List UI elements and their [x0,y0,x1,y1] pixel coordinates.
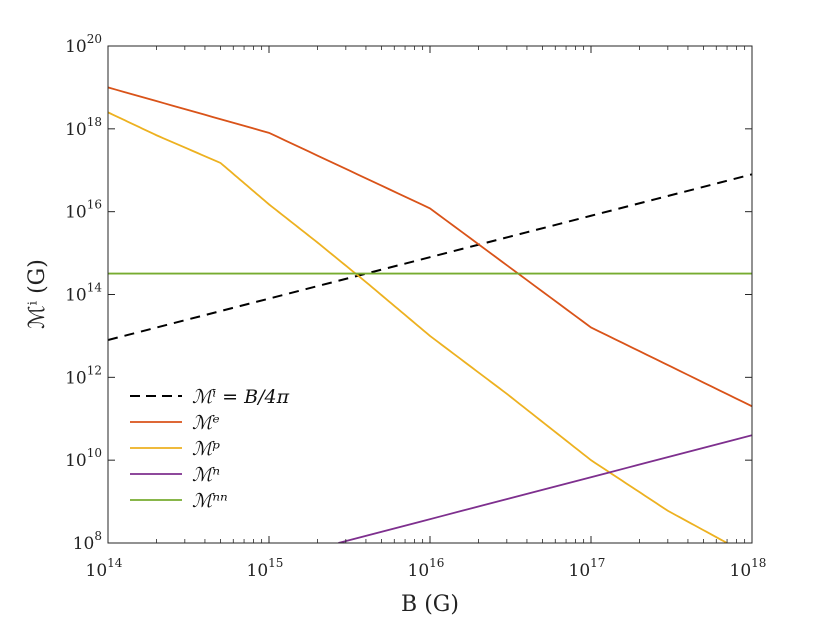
y-tick-label: 1016 [65,198,102,223]
x-tick-label: 1017 [569,556,606,581]
legend: ℳⁱ = B/4π ℳᵉ ℳᵖ ℳⁿ ℳⁿⁿ [130,386,290,512]
x-tick-label: 1014 [86,556,123,581]
series-layer [108,86,752,543]
series-line-2 [108,111,728,543]
legend-label-0: ℳⁱ = B/4π [192,386,290,408]
legend-label-4: ℳⁿⁿ [192,490,228,512]
y-tick-label: 1020 [65,32,102,57]
tick-layer: 1014 1015 1016 1017 1018 108 1010 1012 1014 1016 1… [65,32,766,581]
y-axis-label: ℳⁱ (G) [25,259,50,329]
y-tick-label: 108 [73,529,102,554]
y-tick-label: 1012 [65,363,102,388]
y-tick-label: 1010 [65,446,102,471]
legend-label-3: ℳⁿ [192,464,220,486]
x-tick-label: 1016 [408,556,445,581]
legend-label-1: ℳᵉ [192,412,220,434]
series-line-0 [108,173,752,341]
x-tick-label: 1018 [730,556,767,581]
y-tick-label: 1014 [65,281,102,306]
series-line-3 [338,434,752,543]
series-line-1 [108,86,752,408]
legend-label-2: ℳᵖ [192,438,220,460]
x-axis-label: B (G) [401,592,459,617]
x-tick-label: 1015 [247,556,284,581]
y-tick-label: 1018 [65,115,102,140]
